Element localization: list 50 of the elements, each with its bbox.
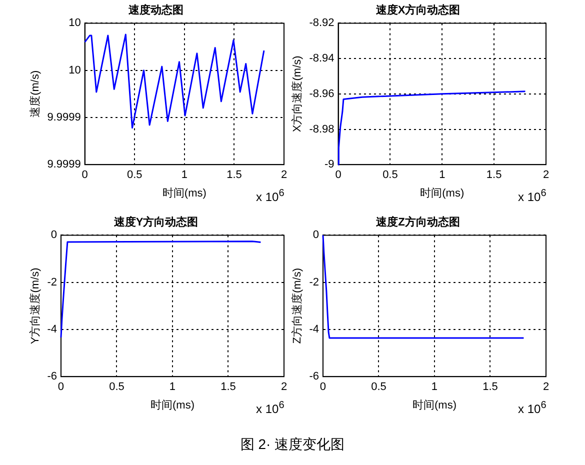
x-tick-label: 0.5: [109, 381, 124, 394]
x-tick-label: 1.5: [220, 381, 236, 394]
y-tick-label: -8.92: [309, 17, 334, 30]
y-tick-label: -6: [309, 370, 319, 383]
x-tick-label: 1: [181, 169, 188, 182]
y-tick-label: 0: [50, 229, 57, 242]
y-tick-label: 10: [68, 17, 81, 30]
x-tick-label: 1: [439, 169, 446, 182]
x-axis-title: 时间(ms): [420, 186, 464, 200]
y-axis-title: Y方向速度(m/s): [28, 268, 42, 344]
x-tick-label: 2: [542, 381, 550, 394]
x-tick-label: 1: [431, 381, 438, 394]
y-tick-label: -6: [47, 370, 57, 383]
text: x 10$^{6}$: [518, 400, 546, 416]
chart-title: 速度Y方向动态图: [112, 216, 198, 229]
x-axis-title: 时间(ms): [162, 186, 206, 200]
y-axis-title: 速度(m/s): [28, 70, 42, 118]
x-tick-label: 1: [169, 381, 176, 394]
y-axis-title: Z方向速度(m/s): [290, 268, 304, 344]
x-tick-label: 0.5: [371, 381, 386, 394]
x-tick-label: 0.5: [126, 169, 142, 182]
text: x 10$^{6}$: [256, 188, 284, 204]
y-tick-label: 9.9999: [47, 112, 81, 124]
y-tick-label: -4: [47, 324, 57, 336]
y-tick-label: -9: [324, 158, 334, 171]
y-tick-label: 0: [312, 229, 319, 242]
y-tick-label: -2: [47, 276, 57, 288]
y-tick-label: -2: [309, 276, 319, 288]
chart-title: 速度X方向动态图: [374, 4, 460, 17]
y-axis-title: X方向速度(m/s): [290, 56, 304, 132]
x-axis-title: 时间(ms): [412, 398, 456, 412]
text: x 10$^{6}$: [518, 188, 546, 204]
x-axis-title: 时间(ms): [150, 398, 194, 412]
x-tick-label: 1.5: [486, 169, 502, 182]
y-tick-label: -4: [309, 324, 319, 336]
y-tick-label: -8.96: [309, 88, 334, 100]
caption: 图 2· 速度变化图: [239, 436, 346, 454]
y-tick-label: 10: [68, 64, 81, 76]
x-tick-label: 1.5: [226, 169, 242, 182]
x-tick-label: 2: [280, 381, 288, 394]
x-tick-label: 2: [542, 169, 550, 182]
x-tick-label: 2: [280, 169, 288, 182]
chart-title: 速度动态图: [128, 4, 184, 17]
chart-title: 速度Z方向动态图: [375, 216, 460, 229]
y-tick-label: -8.94: [309, 52, 334, 65]
y-tick-label: -8.98: [309, 123, 334, 136]
x-tick-label: 0.5: [382, 169, 398, 182]
y-tick-label: 9.9999: [47, 158, 81, 171]
x-tick-label: 1.5: [482, 381, 498, 394]
text: x 10$^{6}$: [256, 400, 284, 416]
